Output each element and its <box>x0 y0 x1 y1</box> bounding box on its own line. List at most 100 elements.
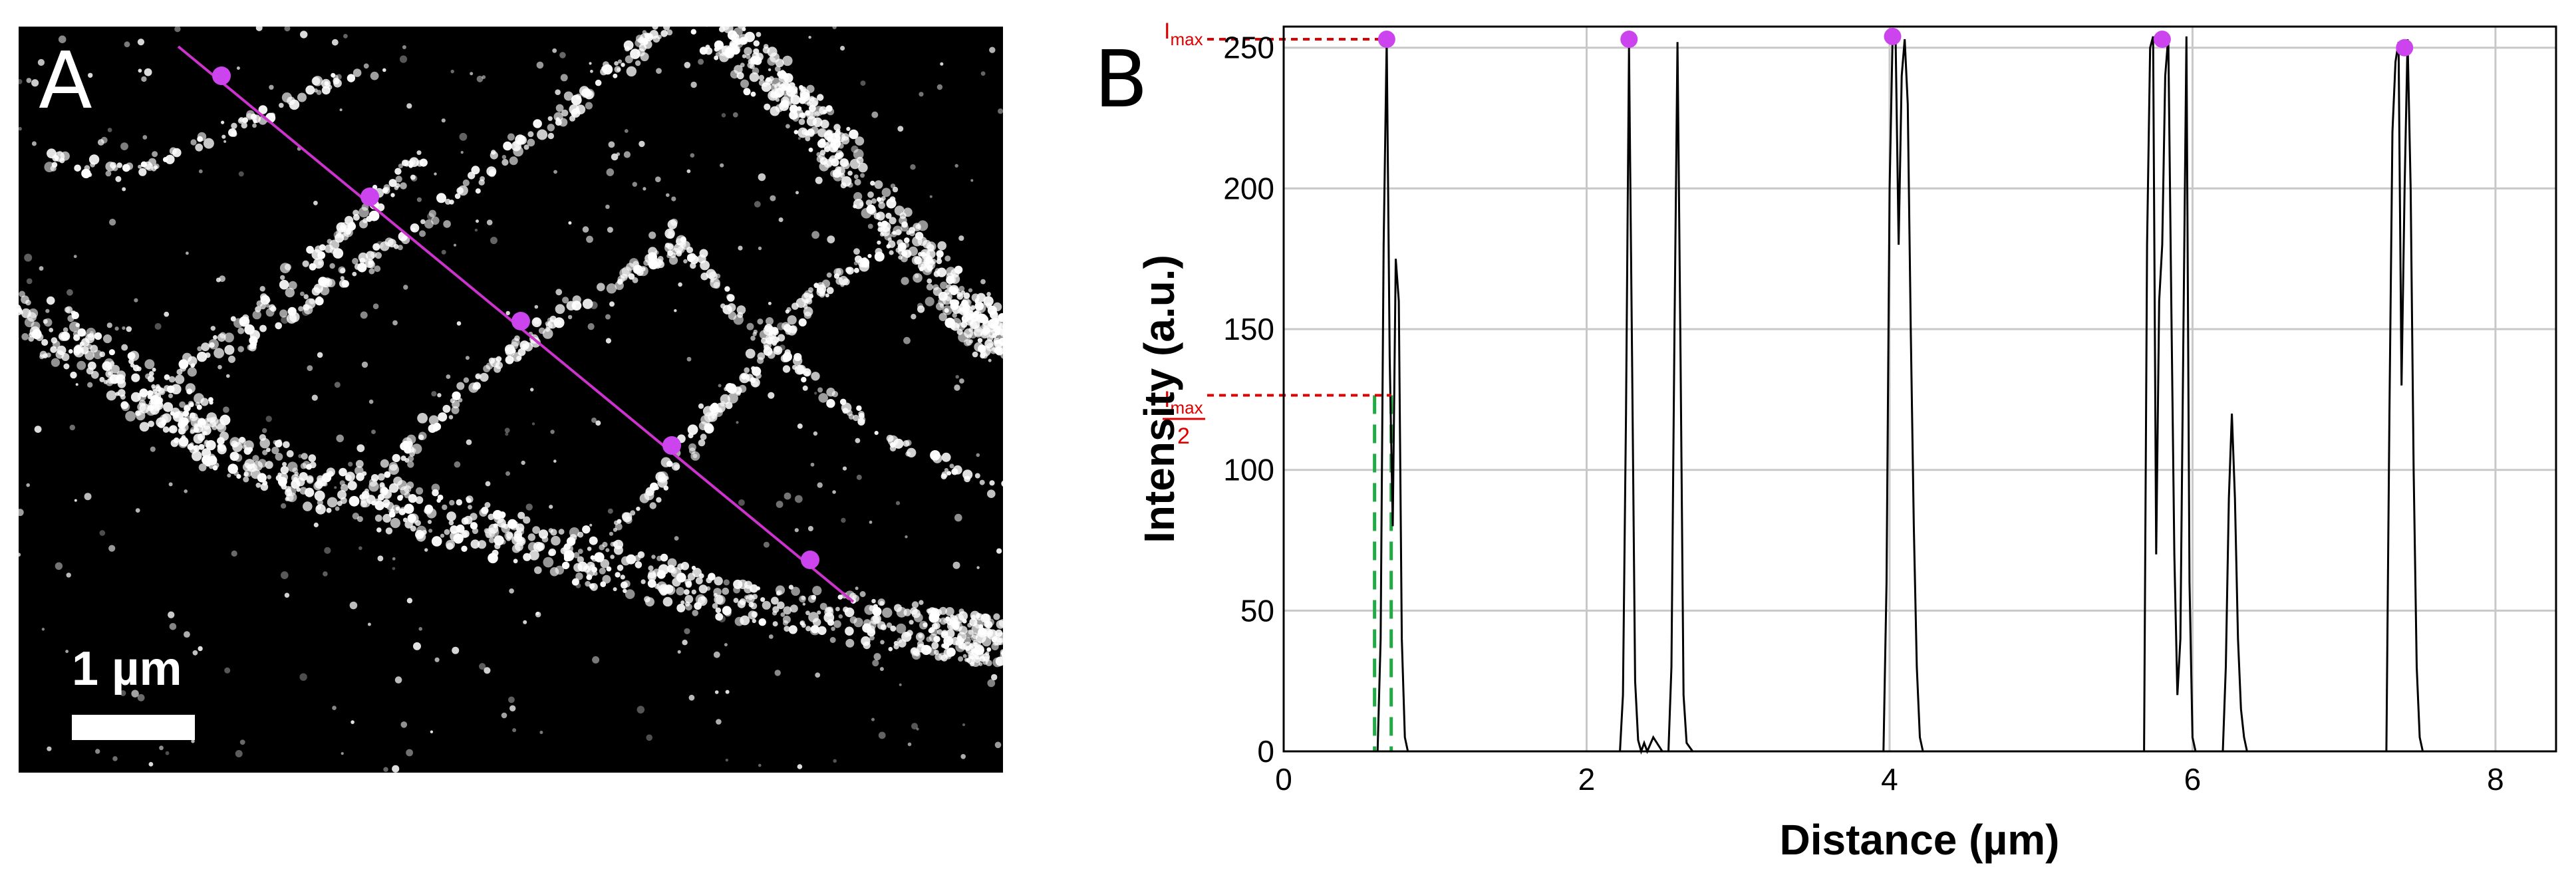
background-dot <box>26 483 30 487</box>
localization-dot <box>946 637 952 643</box>
localization-dot <box>279 309 288 318</box>
background-dot <box>827 235 835 243</box>
background-dot <box>392 567 396 570</box>
localization-dot <box>298 306 304 312</box>
localization-dot <box>874 431 879 436</box>
localization-dot <box>770 88 780 98</box>
localization-dot <box>398 508 406 516</box>
localization-dot <box>913 273 923 283</box>
localization-dot <box>845 638 855 648</box>
localization-dot <box>297 92 307 102</box>
background-dot <box>738 245 743 251</box>
localization-dot <box>958 332 968 342</box>
background-dot <box>754 201 761 208</box>
background-dot <box>66 572 71 578</box>
localization-dot <box>918 633 923 638</box>
localization-dot <box>201 425 212 436</box>
localization-dot <box>392 453 400 463</box>
localization-dot <box>164 374 170 380</box>
background-dot <box>994 741 1002 749</box>
localization-dot <box>666 29 673 36</box>
localization-dot <box>237 346 244 352</box>
localization-dot <box>846 126 851 131</box>
localization-dot <box>51 358 60 367</box>
localization-dot <box>736 305 746 315</box>
background-dot <box>808 35 811 39</box>
background-dot <box>512 728 517 733</box>
localization-dot <box>410 223 420 233</box>
background-dot <box>223 140 227 143</box>
background-dot <box>343 34 348 39</box>
localization-dot <box>196 351 208 362</box>
localization-dot <box>589 536 598 545</box>
localization-dot <box>404 491 411 499</box>
background-dot <box>684 62 691 68</box>
localization-dot <box>236 473 241 479</box>
localization-dot <box>698 584 708 594</box>
background-dot <box>122 187 126 191</box>
localization-dot <box>21 295 29 304</box>
background-dot <box>917 305 925 313</box>
background-dot <box>155 384 160 389</box>
localization-dot <box>600 559 610 569</box>
background-dot <box>392 765 400 773</box>
localization-dot <box>118 389 126 397</box>
localization-dot <box>903 440 910 447</box>
localization-dot <box>843 606 849 613</box>
localization-dot <box>567 315 573 320</box>
localization-dot <box>979 479 985 485</box>
localization-dot <box>494 535 504 546</box>
peak-marker <box>1377 31 1395 49</box>
background-dot <box>797 137 801 140</box>
background-dot <box>358 546 362 551</box>
localization-dot <box>753 48 760 55</box>
localization-dot <box>917 640 925 648</box>
localization-dot <box>121 402 130 412</box>
background-dot <box>484 667 491 674</box>
localization-dot <box>799 620 805 626</box>
localization-dot <box>644 33 654 42</box>
background-dot <box>677 650 681 654</box>
background-dot <box>802 602 806 606</box>
localization-dot <box>930 450 940 461</box>
background-dot <box>316 90 322 95</box>
localization-dot <box>416 525 427 536</box>
x-tick-label: 6 <box>2184 762 2202 797</box>
localization-dot <box>139 422 150 432</box>
background-dot <box>402 45 406 49</box>
localization-dot <box>777 601 785 610</box>
localization-dot <box>505 355 514 364</box>
background-dot <box>794 528 799 533</box>
localization-dot <box>838 614 843 619</box>
localization-dot <box>717 407 722 413</box>
localization-dot <box>886 622 893 628</box>
background-dot <box>164 311 170 317</box>
localization-dot <box>513 146 523 157</box>
localization-dot <box>41 338 49 346</box>
localization-dot <box>934 268 940 274</box>
localization-dot <box>399 494 404 499</box>
background-dot <box>593 571 598 576</box>
background-dot <box>227 473 231 478</box>
localization-dot <box>582 525 591 534</box>
localization-dot <box>812 586 822 596</box>
background-dot <box>39 354 45 360</box>
localization-dot <box>706 269 716 279</box>
localization-dot <box>352 271 357 277</box>
background-dot <box>758 763 762 767</box>
localization-dot <box>449 499 455 506</box>
background-dot <box>243 473 247 477</box>
background-dot <box>534 305 539 309</box>
localization-dot <box>353 213 360 221</box>
localization-dot <box>180 365 186 372</box>
localization-dot <box>428 415 439 426</box>
localization-dot <box>757 318 764 325</box>
localization-dot <box>311 249 323 260</box>
localization-dot <box>940 473 947 479</box>
background-dot <box>738 499 745 506</box>
background-dot <box>718 384 722 388</box>
localization-dot <box>793 352 802 362</box>
localization-dot <box>19 307 23 313</box>
background-dot <box>34 328 39 332</box>
localization-dot <box>356 472 364 481</box>
